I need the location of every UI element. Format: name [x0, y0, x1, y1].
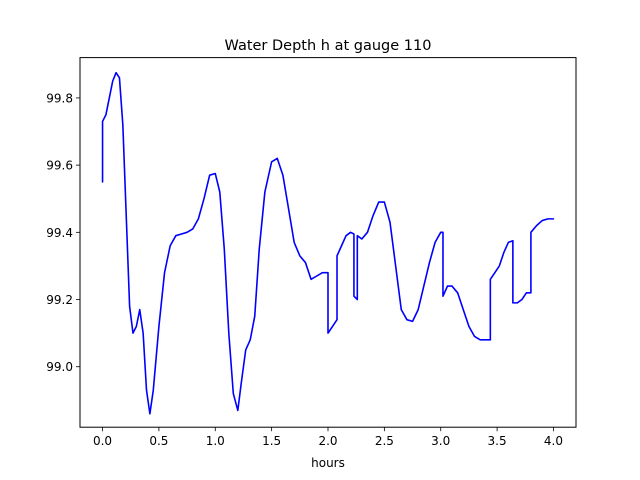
- x-axis: 0.0 0.5 1.0 1.5 2.0 2.5 3.0 3.5 4.0: [93, 427, 563, 448]
- y-tick-label: 99.6: [46, 159, 73, 173]
- x-tick-label: 3.5: [488, 434, 507, 448]
- x-tick-label: 4.0: [544, 434, 563, 448]
- y-tick-label: 99.0: [46, 360, 73, 374]
- x-tick-label: 2.5: [375, 434, 394, 448]
- x-tick-label: 2.0: [318, 434, 337, 448]
- x-tick-label: 0.0: [93, 434, 112, 448]
- y-axis: 99.0 99.2 99.4 99.6 99.8: [46, 91, 80, 374]
- chart-title: Water Depth h at gauge 110: [225, 38, 432, 54]
- x-tick-label: 3.0: [431, 434, 450, 448]
- x-tick-label: 0.5: [149, 434, 168, 448]
- y-tick-label: 99.4: [46, 226, 73, 240]
- x-axis-label: hours: [311, 456, 345, 470]
- x-tick-label: 1.5: [262, 434, 281, 448]
- series-line: [101, 71, 555, 415]
- plot-area: [101, 71, 555, 415]
- y-tick-label: 99.2: [46, 293, 73, 307]
- x-tick-label: 1.0: [206, 434, 225, 448]
- y-tick-label: 99.8: [46, 91, 73, 105]
